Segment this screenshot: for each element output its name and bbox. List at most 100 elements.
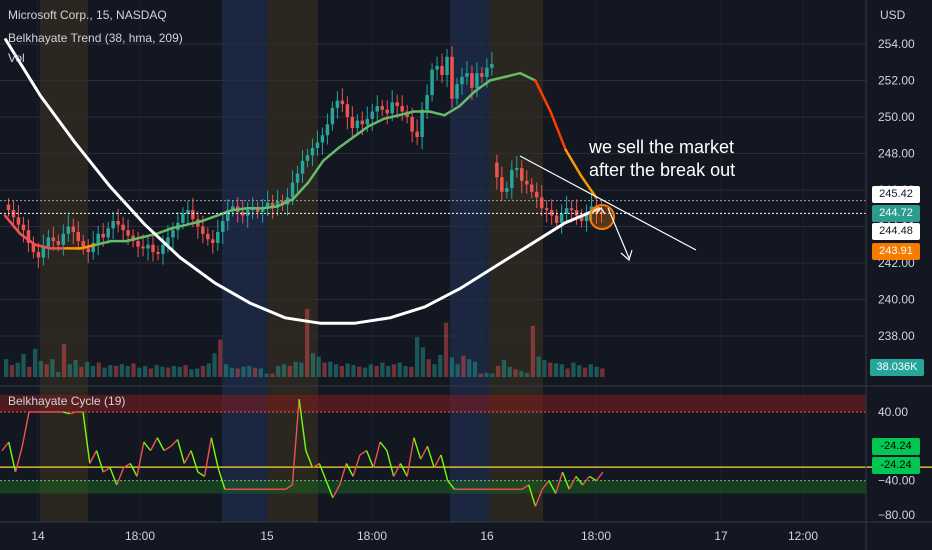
volume-bar	[501, 360, 507, 377]
volume-bar	[108, 365, 113, 377]
price-tag-high: 245.42	[872, 186, 920, 203]
oscillator-segment	[541, 480, 550, 490]
candle-body	[350, 117, 355, 128]
candle-body	[21, 224, 26, 231]
volume-bar	[438, 354, 443, 377]
time-axis-label: 18:00	[581, 529, 611, 543]
trend-segment	[549, 110, 567, 152]
candle-body	[370, 111, 375, 119]
oscillator-segment	[129, 463, 138, 477]
volume-bar	[594, 366, 599, 377]
volume-bar	[397, 362, 402, 377]
candle-body	[126, 230, 130, 236]
oscillator-segment	[143, 441, 152, 452]
volume-bar	[328, 361, 333, 377]
volume-bar	[229, 367, 235, 377]
candle-body	[101, 233, 105, 238]
candle-body	[529, 184, 534, 192]
candle-body	[36, 252, 41, 258]
volume-bar	[414, 337, 420, 377]
time-axis-label: 16	[480, 529, 494, 543]
candle-body	[166, 237, 170, 245]
session-band-0	[40, 0, 88, 522]
oscillator-title[interactable]: Belkhayate Cycle (19)	[8, 394, 126, 408]
volume-bar	[299, 362, 304, 377]
candle-body	[485, 67, 489, 77]
candle-body	[310, 148, 315, 156]
candle-body	[539, 197, 544, 209]
candle-body	[490, 64, 494, 68]
indicator-label[interactable]: Belkhayate Trend (38, hma, 209)	[8, 31, 183, 45]
volume-bar	[351, 365, 356, 377]
oscillator-segment	[433, 454, 442, 469]
candle-body	[330, 107, 335, 125]
volume-bar	[212, 353, 217, 377]
volume-bar	[119, 364, 125, 377]
candle-body	[410, 117, 414, 132]
session-band-4	[490, 0, 543, 522]
candle-body	[146, 244, 150, 249]
volume-bar	[281, 364, 287, 377]
candle-body	[534, 191, 539, 198]
oscillator-segment	[413, 437, 422, 460]
currency-label: USD	[880, 8, 906, 22]
oscillator-segment	[149, 437, 158, 451]
trend-segment	[382, 113, 401, 121]
candle-body	[156, 252, 160, 254]
candle-body	[51, 237, 56, 242]
candle-body	[230, 206, 235, 211]
oscillator-segment	[123, 462, 131, 469]
candle-body	[559, 213, 564, 223]
volume-bar	[374, 365, 379, 377]
oscillator-segment	[136, 441, 145, 477]
price-axis-label: 238.00	[878, 329, 915, 343]
volume-bar	[357, 366, 362, 377]
candle-body	[161, 244, 165, 254]
oscillator-segment	[555, 471, 564, 494]
candle-body	[265, 202, 270, 209]
trend-segment	[503, 71, 522, 79]
trend-segment	[488, 75, 507, 82]
trend-segment	[261, 205, 280, 210]
oscillator-segment	[406, 437, 415, 477]
volume-bar	[4, 359, 9, 377]
volume-bar	[131, 363, 136, 377]
oscillator-segment	[345, 463, 354, 477]
volume-label[interactable]: Vol	[8, 51, 25, 65]
annotation-line-2[interactable]: after the break out	[589, 160, 736, 180]
oscillator-segment	[399, 463, 408, 477]
volume-bar	[455, 364, 460, 377]
oscillator-segment	[325, 480, 334, 499]
candle-body	[41, 246, 46, 258]
candle-body	[111, 221, 115, 229]
oscillator-axis-label: −40.00	[878, 474, 915, 488]
trend-segment	[185, 219, 204, 226]
oscillator-segment	[393, 463, 402, 477]
candle-body	[420, 109, 424, 138]
candle-body	[71, 226, 76, 232]
candle-body	[290, 182, 295, 198]
candle-body	[440, 65, 444, 76]
price-tag-mid: 244.48	[872, 223, 920, 240]
candle-body	[16, 217, 21, 225]
candle-body	[515, 168, 519, 170]
symbol-title[interactable]: Microsoft Corp., 15, NASDAQ	[8, 8, 167, 22]
candle-body	[171, 230, 175, 238]
time-axis-label: 14	[31, 529, 45, 543]
candle-body	[320, 135, 325, 143]
volume-bar	[44, 364, 49, 377]
candle-body	[465, 73, 469, 77]
candle-body	[564, 208, 569, 214]
volume-bar	[542, 360, 547, 377]
annotation-line-1[interactable]: we sell the market	[589, 137, 735, 157]
candle-body	[86, 248, 90, 253]
candle-body	[81, 241, 85, 249]
volume-bar	[171, 365, 177, 377]
candle-body	[500, 177, 504, 192]
price-axis-label: 248.00	[878, 147, 915, 161]
oscillator-segment	[338, 463, 348, 486]
candle-body	[96, 233, 100, 243]
candle-body	[475, 73, 479, 88]
candle-body	[6, 204, 11, 211]
volume-bar	[380, 362, 385, 377]
